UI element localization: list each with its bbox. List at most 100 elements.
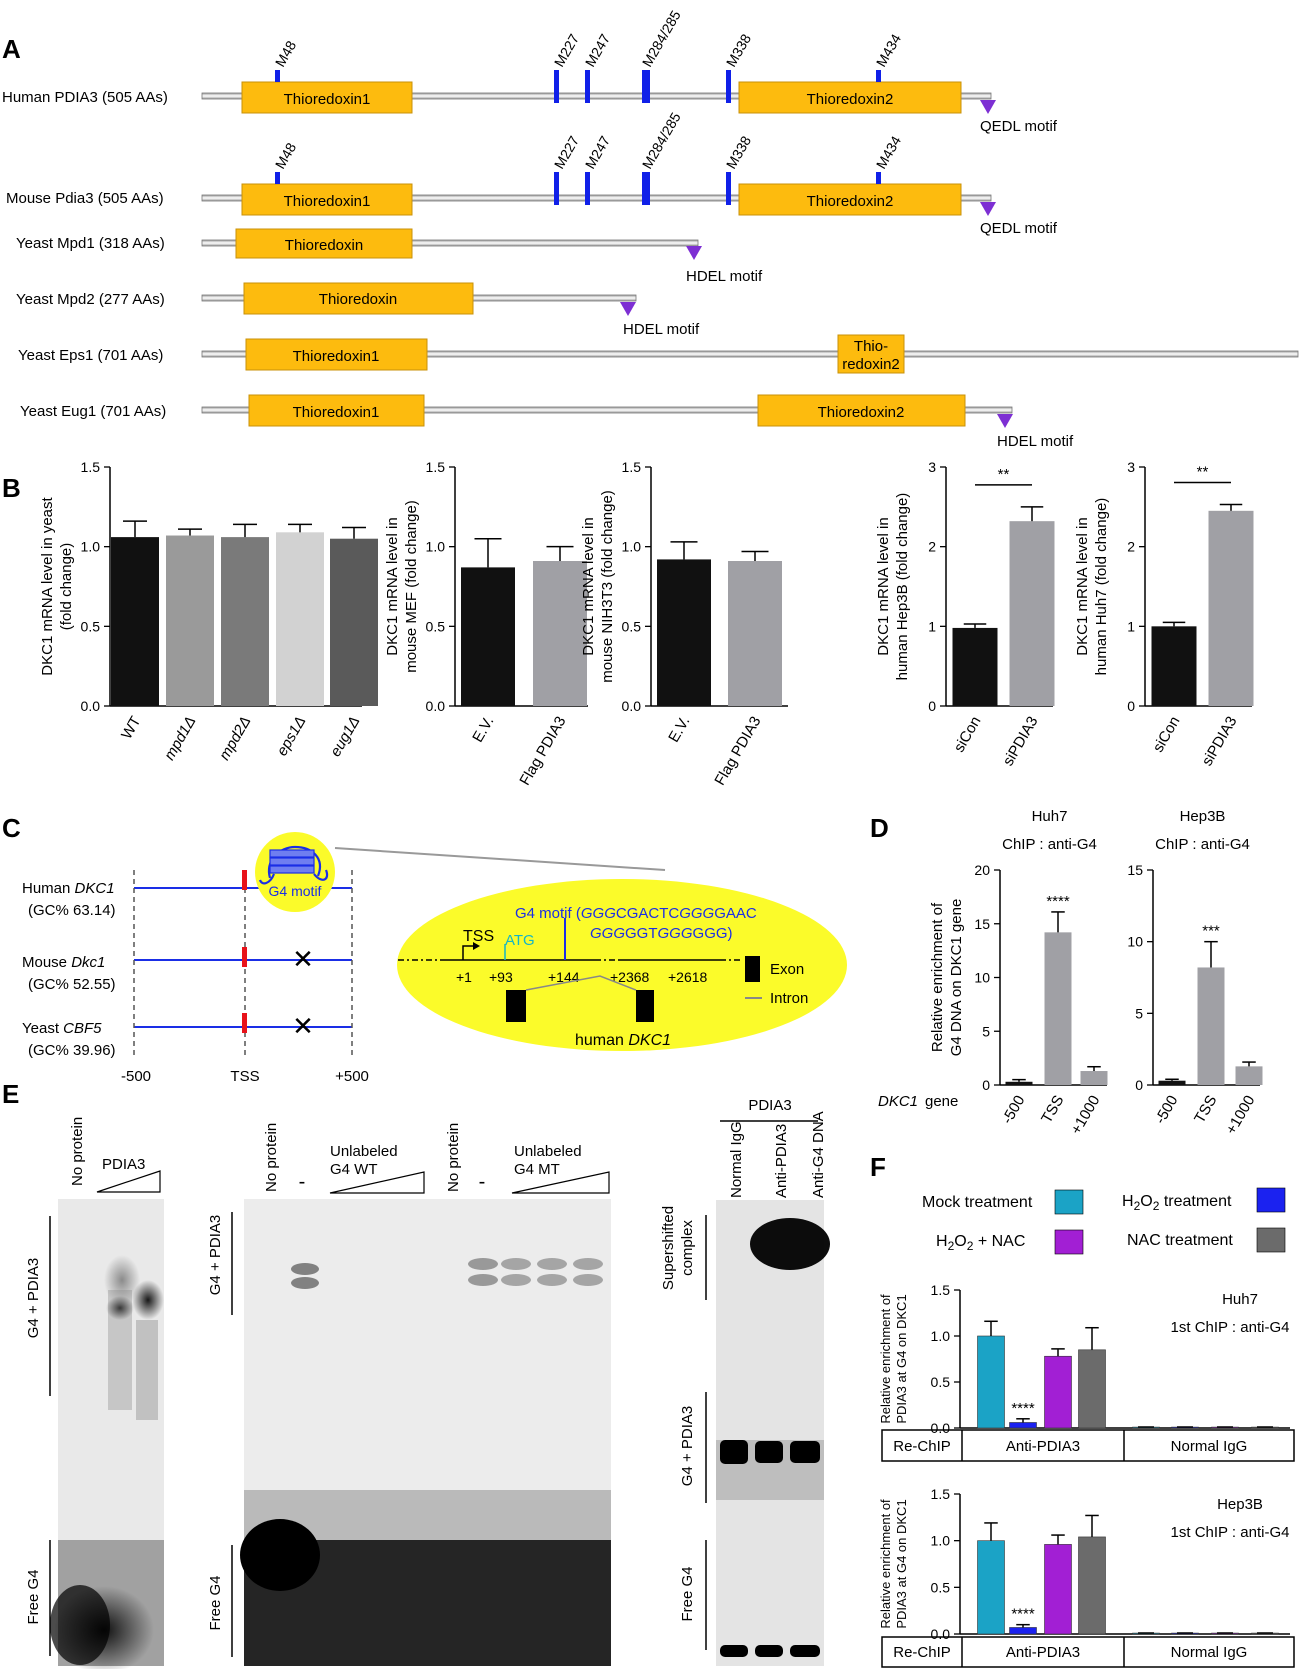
gel-band — [132, 1280, 164, 1320]
chart-b3-nih3t3: 0.0 0.5 1.0 1.5 DKC1 mRNA level in mouse NIH3… — [580, 459, 788, 788]
row-species: Yeast — [22, 1020, 63, 1037]
protein-label-mouse: Mouse Pdia3 (505 AAs) — [6, 190, 164, 207]
concentration-wedge — [329, 1171, 425, 1194]
legend-text: 2 — [1134, 1199, 1141, 1213]
legend-swatch — [1054, 1229, 1084, 1255]
legend-text: H — [936, 1233, 948, 1250]
band-label: G4 + PDIA3 — [25, 1258, 42, 1338]
y-axis-label-line: DKC1 mRNA level in — [580, 517, 597, 655]
exon-legend-label: Exon — [770, 961, 804, 978]
band-label: Free G4 — [207, 1575, 224, 1630]
y-tick-label: 1.5 — [622, 459, 642, 475]
gel-band — [468, 1274, 498, 1286]
met-site-label: M227 — [551, 133, 582, 172]
y-tick-label: 1.5 — [931, 1486, 951, 1502]
position-label: +2618 — [668, 969, 708, 985]
lane-label: - — [479, 1171, 486, 1193]
domain-label: Thioredoxin — [285, 237, 363, 254]
rechip-label: Re-ChIP — [893, 1644, 951, 1661]
y-tick-label: 0 — [1127, 698, 1135, 714]
motif-text: GGG — [679, 905, 714, 922]
protein-label-human: Human PDIA3 (505 AAs) — [2, 89, 168, 106]
y-tick-label: 20 — [974, 862, 990, 878]
x-tick-label: -500 — [1152, 1093, 1182, 1128]
motif-label: QEDL motif — [980, 118, 1058, 135]
row-label: Yeast CBF5 — [22, 1020, 102, 1037]
x-tick-label: Flag PDIA3 — [516, 714, 569, 789]
rechip-label: Anti-PDIA3 — [1006, 1644, 1080, 1661]
zoom-connector — [334, 847, 666, 871]
chart-subtitle: ChIP : anti-G4 — [1155, 836, 1250, 853]
intron-connector — [525, 975, 637, 991]
y-tick-label: 1 — [1127, 618, 1135, 634]
y-tick-label: 0.5 — [426, 618, 446, 634]
band-label: G4 + PDIA3 — [207, 1215, 224, 1295]
absent-mark: ✕ — [292, 944, 314, 974]
lane-label: Unlabeled — [330, 1143, 398, 1160]
position-label: +1 — [456, 969, 472, 985]
axis-label: -500 — [121, 1068, 151, 1085]
bar — [1009, 521, 1055, 706]
backbone-eps1 — [201, 350, 1299, 358]
gel-3 — [716, 1200, 824, 1666]
met-site-mark — [876, 172, 881, 184]
band-label: G4 + PDIA3 — [679, 1406, 696, 1486]
domain-eps1-trx2 — [837, 334, 905, 374]
motif-label: HDEL motif — [997, 433, 1074, 450]
legend-label: NAC treatment — [1127, 1232, 1233, 1249]
gel-smear — [136, 1320, 158, 1420]
axis-label: TSS — [230, 1068, 259, 1085]
chart-b2-mef: 0.0 0.5 1.0 1.5 DKC1 mRNA level in mouse MEF … — [384, 459, 588, 788]
bar — [461, 567, 515, 706]
domain-eug1-trx1 — [248, 394, 425, 427]
legend-text: 2 — [1153, 1199, 1160, 1213]
significance-mark: **** — [1011, 1606, 1035, 1623]
gel-band — [755, 1441, 783, 1463]
backbone-eug1 — [201, 406, 1013, 414]
domain-mpd2 — [243, 282, 474, 315]
exon-block — [636, 990, 654, 1022]
panel-f-legend: Mock treatment H2O2 treatment H2O2 + NAC… — [922, 1187, 1286, 1255]
chart-b4-hep3b: 0 1 2 3 DKC1 mRNA level in human Hep3B (fold … — [875, 459, 1055, 769]
legend-text: 2 — [948, 1239, 955, 1253]
y-axis-label: DKC1 mRNA level in yeast (fold change) — [39, 496, 75, 675]
exon-block — [506, 990, 526, 1022]
bar — [1009, 1422, 1037, 1429]
bar — [1235, 1066, 1263, 1085]
tss-arrow — [462, 945, 474, 960]
y-tick-label: 0.5 — [931, 1374, 951, 1390]
chart-f1-huh7: 0.0 0.5 1.0 1.5 Relative enrichment ofPDIA3 … — [878, 1282, 1290, 1436]
x-tick-label: mpd2Δ — [216, 714, 255, 764]
x-tick-label: siCon — [951, 714, 985, 756]
bar — [952, 627, 998, 706]
y-tick-label: 15 — [974, 916, 990, 932]
y-tick-label: 0.0 — [931, 1626, 951, 1642]
domain-label: Thioredoxin1 — [293, 404, 380, 421]
motif-triangle — [980, 202, 996, 216]
row-gc: (GC% 63.14) — [28, 902, 116, 919]
panel-letter-b: B — [2, 473, 21, 503]
motif-triangle — [997, 414, 1013, 428]
y-axis-label-line: mouse MEF (fold change) — [403, 500, 420, 673]
position-label: +2368 — [610, 969, 650, 985]
gel-band — [291, 1277, 319, 1289]
domain-mpd1 — [235, 228, 413, 259]
x-tick-label: E.V. — [665, 714, 693, 746]
chart-b1-yeast: 0.0 0.5 1.0 1.5 DKC1 mRNA level in yeast (fol… — [39, 459, 378, 763]
bar — [728, 561, 782, 706]
gel-band-free — [240, 1519, 320, 1591]
legend-swatch — [1256, 1227, 1286, 1253]
y-tick-label: 1.5 — [81, 459, 101, 475]
gel-band-supershift — [750, 1218, 830, 1270]
domain-label: Thioredoxin1 — [293, 348, 380, 365]
significance-mark: *** — [1202, 923, 1220, 940]
y-axis-label-line: DKC1 mRNA level in — [1074, 517, 1091, 655]
x-tick-label: -500 — [999, 1093, 1029, 1128]
domain-human-trx1 — [241, 81, 413, 114]
y-tick-label: 2 — [928, 539, 936, 555]
y-axis-label-line: DKC1 mRNA level in yeast — [39, 496, 56, 675]
met-site-mark — [554, 70, 559, 103]
y-tick-label: 15 — [1127, 862, 1143, 878]
inset-motif-line2: GGGGGTGGGGGG) — [590, 925, 733, 942]
